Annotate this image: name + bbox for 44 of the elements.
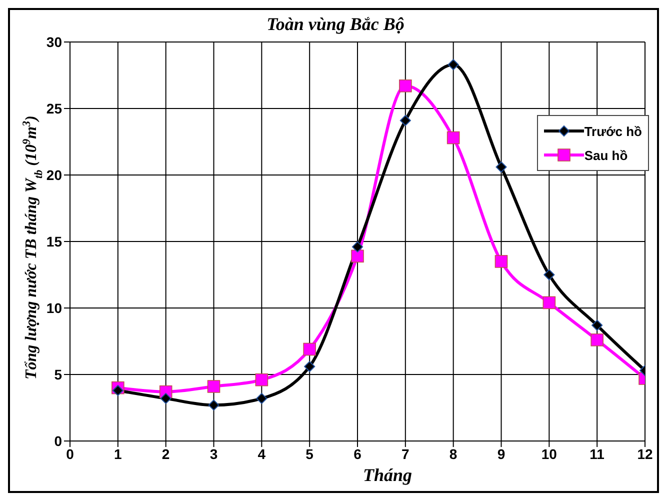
x-tick-label: 9 (497, 446, 506, 462)
y-tick-label: 25 (46, 100, 62, 116)
point (207, 380, 220, 393)
x-tick-label: 0 (66, 446, 74, 462)
x-tick-label: 2 (162, 446, 170, 462)
point (592, 320, 603, 331)
x-tick-label: 12 (637, 446, 653, 462)
point (304, 361, 316, 372)
x-axis-title: Tháng (362, 465, 412, 485)
chart-title: Toàn vùng Bắc Bộ (266, 14, 406, 35)
point (112, 384, 124, 396)
x-tick-label: 1 (114, 446, 122, 462)
x-tick-label: 5 (306, 446, 314, 462)
x-tick-label: 6 (354, 446, 362, 462)
x-tick-label: 4 (258, 446, 266, 462)
point (208, 400, 220, 411)
point (255, 373, 268, 386)
point (303, 342, 316, 356)
point (256, 392, 268, 404)
point (494, 255, 508, 268)
point (590, 334, 604, 346)
point (448, 59, 459, 70)
point (351, 250, 364, 263)
legend-label: Trước hồ (584, 124, 642, 138)
x-tick-label: 8 (449, 446, 458, 462)
point (446, 131, 460, 144)
y-tick-label: 0 (54, 432, 62, 449)
y-tick-label: 20 (46, 166, 62, 183)
point (160, 392, 172, 404)
point (352, 241, 363, 252)
x-tick-label: 10 (541, 446, 558, 462)
x-tick-label: 3 (210, 446, 218, 462)
y-tick-label: 5 (54, 366, 62, 382)
x-tick-label: 11 (590, 446, 605, 462)
point (400, 114, 411, 126)
x-tick-label: 7 (402, 446, 410, 462)
point (496, 162, 507, 173)
point (399, 79, 412, 92)
legend-label: Sau hồ (584, 148, 628, 162)
point (544, 269, 555, 280)
y-tick-label: 15 (46, 233, 62, 250)
point (542, 296, 556, 310)
y-tick-label: 10 (46, 300, 62, 316)
y-tick-label: 30 (46, 34, 62, 50)
